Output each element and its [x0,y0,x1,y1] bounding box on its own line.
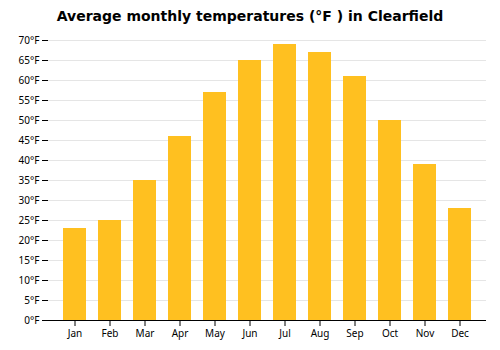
svg-text:60°F: 60°F [19,73,40,87]
svg-text:Nov: Nov [416,326,435,340]
svg-text:Sep: Sep [346,326,363,340]
svg-text:15°F: 15°F [19,253,40,267]
svg-text:70°F: 70°F [19,33,40,47]
svg-text:65°F: 65°F [19,53,40,67]
svg-text:30°F: 30°F [19,193,40,207]
svg-text:Apr: Apr [172,326,189,340]
svg-text:Jul: Jul [278,326,291,340]
svg-text:40°F: 40°F [19,153,40,167]
svg-text:35°F: 35°F [19,173,40,187]
svg-text:May: May [205,326,226,340]
svg-text:5°F: 5°F [24,293,39,307]
svg-text:Aug: Aug [311,326,330,340]
svg-text:0°F: 0°F [24,313,39,327]
svg-text:Feb: Feb [102,326,119,340]
svg-text:Jun: Jun [241,326,257,340]
svg-text:Mar: Mar [136,326,155,340]
svg-text:Jan: Jan [67,326,83,340]
svg-text:Dec: Dec [451,326,469,340]
svg-text:Oct: Oct [382,326,399,340]
svg-text:55°F: 55°F [19,93,40,107]
svg-text:25°F: 25°F [19,213,40,227]
html-text:Average monthly temperatures (: Average monthly temperatures (°F ) in Cl… [56,8,444,24]
svg-text:45°F: 45°F [19,133,40,147]
svg-text:50°F: 50°F [19,113,40,127]
svg-text:10°F: 10°F [19,273,40,287]
svg-text:20°F: 20°F [19,233,40,247]
